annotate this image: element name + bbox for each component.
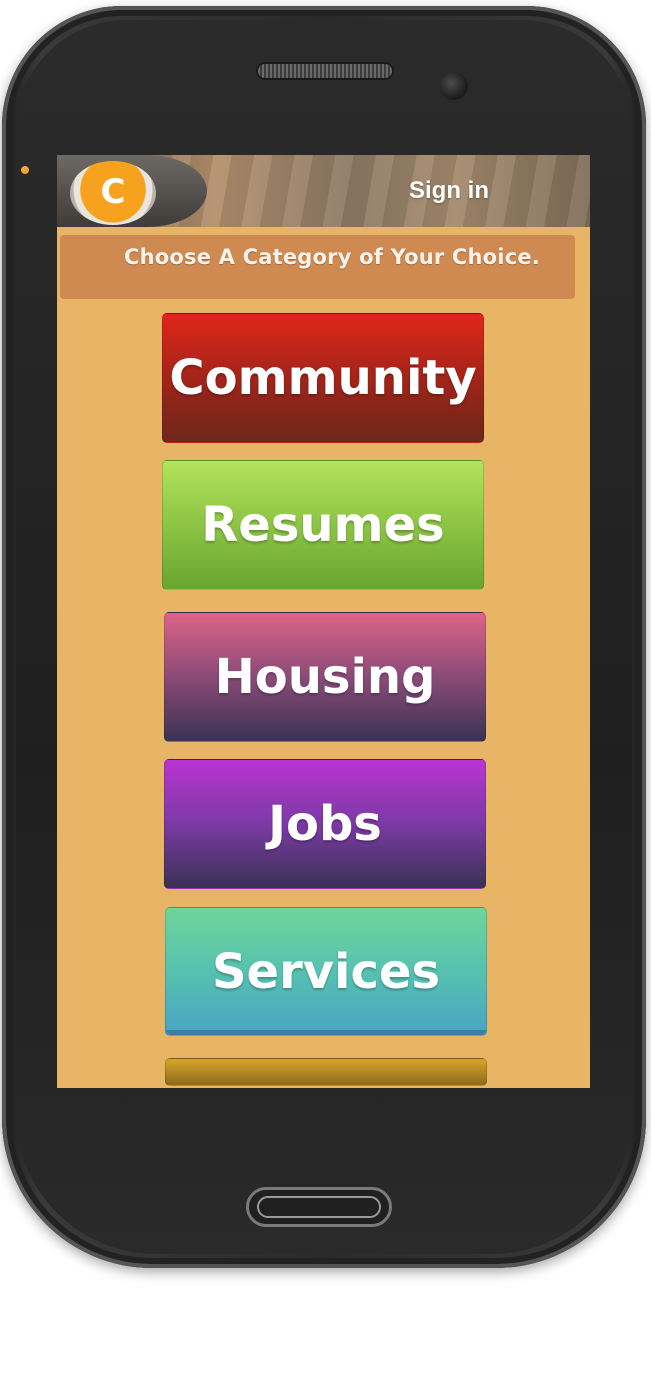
logo-plate: C [57,155,207,227]
app-screen: C Sign in Choose A Category of Your Choi… [57,155,590,1088]
resumes-button[interactable]: Resumes [162,460,484,590]
home-button[interactable] [246,1187,392,1227]
banner-text: Choose A Category of Your Choice. [124,245,540,269]
services-button[interactable]: Services [165,907,487,1036]
earpiece-speaker [258,64,392,78]
partially-visible-category-button[interactable] [165,1058,487,1086]
home-button-inner [257,1196,381,1218]
jobs-button[interactable]: Jobs [164,759,486,889]
category-banner: Choose A Category of Your Choice. [60,235,575,299]
app-header: C Sign in [57,155,590,227]
logo-letter: C [100,172,126,212]
jobs-label: Jobs [268,796,382,852]
community-button[interactable]: Community [162,313,484,443]
front-camera [440,72,468,100]
housing-label: Housing [214,649,436,705]
sign-in-link[interactable]: Sign in [409,177,489,204]
housing-button[interactable]: Housing [164,612,486,742]
notification-led [21,166,29,174]
logo-icon[interactable]: C [70,161,156,225]
community-label: Community [169,350,477,406]
resumes-label: Resumes [201,497,445,553]
services-label: Services [211,943,441,1000]
